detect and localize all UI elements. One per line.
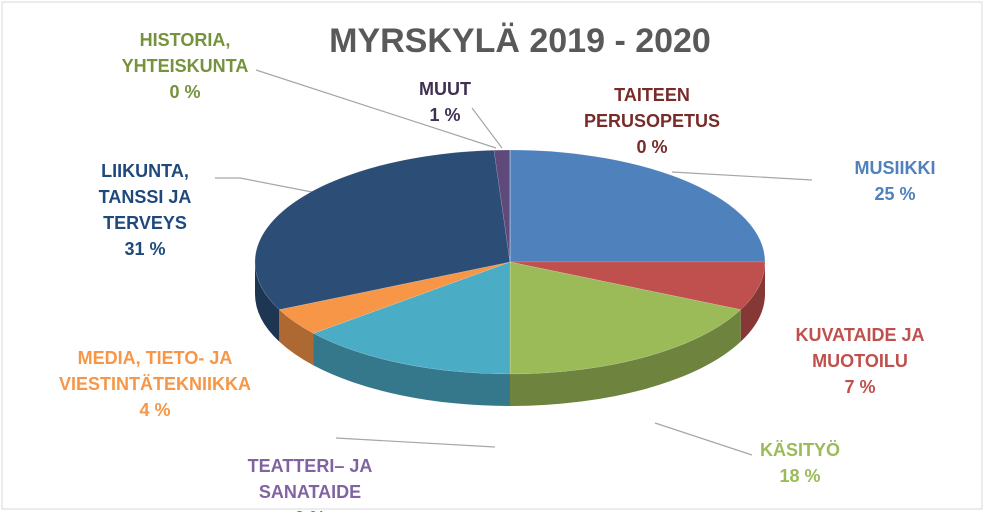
slice-side: [740, 262, 765, 342]
slice: [278, 261, 511, 334]
slice-label: MUSIIKKI 25 %: [835, 155, 955, 207]
category-label: KUVATAIDE JA MUOTOILU: [795, 325, 925, 371]
slice-label: KUVATAIDE JA MUOTOILU 7 %: [770, 322, 950, 400]
value-label: 0 %: [225, 505, 395, 512]
value-label: 31 %: [124, 239, 166, 259]
category-label: MEDIA, TIETO- JA VIESTINTÄTEKNIIKKA: [58, 348, 251, 394]
slice-label: MUUT 1 %: [405, 76, 485, 128]
leader-line: [215, 177, 313, 193]
slice-label: TEATTERI– JA SANATAIDE 0 %: [225, 453, 395, 512]
leader-line: [671, 171, 813, 181]
value-label: 7 %: [844, 377, 876, 397]
slice-side: [255, 262, 280, 342]
leader-line: [654, 422, 753, 456]
category-label: HISTORIA, YHTEISKUNTA: [121, 30, 249, 76]
category-label: LIIKUNTA, TANSSI JA TERVEYS: [98, 161, 192, 233]
slice: [509, 149, 766, 263]
category-label: KÄSITYÖ: [759, 440, 840, 460]
value-label: 1 %: [429, 105, 461, 125]
category-label: MUUT: [419, 79, 471, 99]
slice-label: KÄSITYÖ 18 %: [745, 437, 855, 489]
leader-line: [335, 437, 496, 448]
value-label: 18 %: [779, 466, 821, 486]
slice: [312, 261, 511, 375]
value-label: 25 %: [874, 184, 916, 204]
slice: [509, 261, 742, 375]
slice-label: LIIKUNTA, TANSSI JA TERVEYS 31 %: [80, 158, 210, 262]
leader-line: [255, 69, 497, 149]
value-label: 0 %: [636, 137, 668, 157]
chart-title: MYRSKYLÄ 2019 - 2020: [329, 22, 711, 60]
slice-side: [279, 309, 314, 366]
slice-side: [313, 333, 510, 406]
slice: [254, 149, 511, 310]
value-label: 0 %: [169, 82, 201, 102]
value-label: 4 %: [139, 400, 171, 420]
slice: [509, 261, 766, 310]
slice-label: HISTORIA, YHTEISKUNTA 0 %: [105, 27, 265, 105]
category-label: TAITEEN PERUSOPETUS: [583, 85, 721, 131]
category-label: TEATTERI– JA SANATAIDE: [247, 456, 373, 502]
slice-label: TAITEEN PERUSOPETUS 0 %: [572, 82, 732, 160]
slice-side: [510, 309, 741, 406]
slice: [493, 149, 511, 263]
category-label: MUSIIKKI: [854, 158, 936, 178]
leader-line: [471, 107, 503, 149]
leader-lines: [215, 69, 813, 456]
slice-label: MEDIA, TIETO- JA VIESTINTÄTEKNIIKKA 4 %: [25, 345, 285, 423]
